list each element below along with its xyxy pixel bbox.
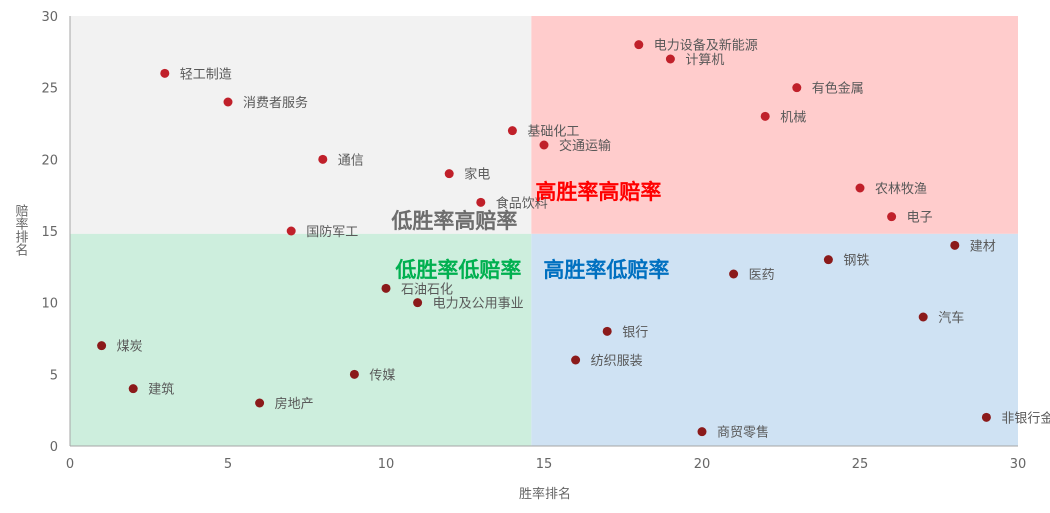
point-label: 消费者服务: [243, 95, 308, 111]
x-tick-label: 5: [224, 457, 232, 472]
x-tick-label: 10: [378, 457, 395, 472]
quadrant-high-win-high-odds: [531, 16, 1018, 234]
y-tick-label: 15: [41, 225, 58, 240]
point-label: 计算机: [685, 53, 724, 68]
point-label: 电力及公用事业: [433, 297, 524, 312]
data-point: [918, 312, 928, 322]
data-point: [349, 369, 359, 379]
point-label: 食品饮料: [496, 195, 548, 211]
y-tick-label: 25: [41, 82, 58, 97]
point-label: 房地产: [275, 396, 314, 412]
tick-labels: 0 5 10 15 20 25 30 0 5 10 15 20 25 30: [41, 10, 1026, 472]
data-point: [760, 111, 770, 121]
x-tick-label: 30: [1010, 457, 1027, 472]
x-tick-label: 0: [66, 457, 74, 472]
quadrant-high-win-low-odds: [531, 233, 1018, 446]
axes: [69, 16, 1018, 447]
data-point: [634, 40, 644, 50]
data-point: [602, 326, 612, 336]
point-label: 交通运输: [559, 138, 611, 154]
data-point: [887, 212, 897, 222]
data-point: [128, 384, 138, 394]
point-label: 电子: [907, 211, 933, 226]
quadrant-label: 高胜率高赔率: [535, 180, 661, 204]
point-label: 传媒: [369, 368, 395, 383]
data-point: [476, 197, 486, 207]
data-point: [571, 355, 581, 365]
data-point: [286, 226, 296, 236]
x-axis-title: 胜率排名: [519, 486, 571, 502]
data-point: [697, 427, 707, 437]
y-tick-label: 10: [41, 297, 58, 312]
data-point: [792, 83, 802, 93]
quadrant-label: 低胜率高赔率: [390, 209, 517, 233]
point-label: 国防军工: [306, 224, 358, 240]
point-label: 商贸零售: [717, 425, 769, 441]
point-label: 建材: [970, 239, 996, 254]
point-label: 煤炭: [117, 340, 143, 355]
quadrant-label: 低胜率低赔率: [394, 258, 521, 282]
quadrant-label: 高胜率低赔率: [543, 258, 669, 282]
y-tick-label: 20: [41, 153, 58, 168]
point-label: 机械: [780, 110, 806, 125]
data-point: [318, 154, 328, 164]
y-tick-label: 30: [41, 10, 58, 25]
data-point: [539, 140, 549, 150]
data-point: [160, 68, 170, 78]
point-label: 通信: [338, 153, 364, 168]
point-label: 石油石化: [401, 282, 453, 297]
data-point: [729, 269, 739, 279]
data-points: [97, 40, 991, 437]
point-label: 农林牧渔: [875, 182, 927, 197]
point-label: 家电: [464, 167, 490, 183]
point-label: 轻工制造: [180, 67, 232, 82]
point-label: 钢铁: [843, 254, 869, 269]
point-label: 银行: [622, 325, 648, 340]
point-label: 建筑: [148, 382, 174, 398]
data-point: [223, 97, 233, 107]
data-point: [507, 126, 517, 136]
x-tick-label: 25: [852, 457, 869, 472]
point-label: 纺织服装: [591, 354, 643, 369]
data-point: [950, 240, 960, 250]
data-point: [855, 183, 865, 193]
data-point: [823, 255, 833, 265]
y-tick-label: 0: [50, 440, 58, 455]
point-label: 基础化工: [527, 125, 579, 140]
quadrant-low-win-low-odds: [70, 233, 532, 446]
data-point: [255, 398, 265, 408]
data-point: [381, 283, 391, 293]
data-point: [981, 412, 991, 422]
x-tick-label: 15: [536, 457, 553, 472]
point-label: 电力设备及新能源: [654, 38, 758, 54]
data-point: [413, 298, 423, 308]
point-label: 汽车: [938, 310, 964, 326]
x-tick-label: 20: [694, 457, 711, 472]
point-label: 非银行金融: [1001, 410, 1050, 426]
data-point: [444, 169, 454, 179]
y-tick-label: 5: [50, 368, 58, 383]
quadrant-backgrounds: [70, 16, 1018, 446]
data-point: [97, 341, 107, 351]
point-label: 医药: [749, 268, 775, 283]
point-label: 有色金属: [812, 81, 864, 97]
quadrant-low-win-high-odds: [70, 16, 532, 234]
y-axis-title: 赔率排名: [13, 204, 29, 256]
data-point: [665, 54, 675, 64]
